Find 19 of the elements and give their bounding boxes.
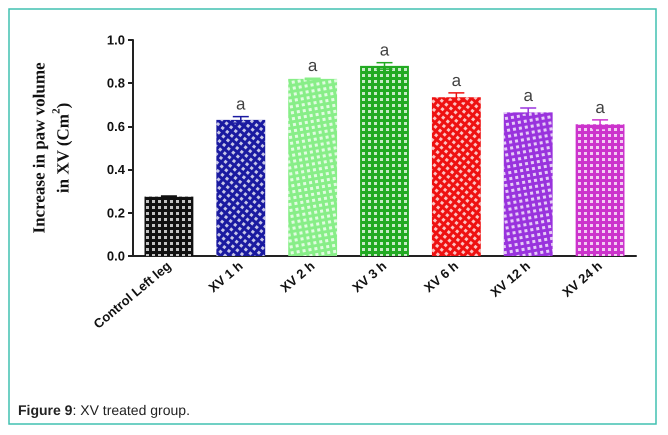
x-tick-label: XV 12 h (487, 258, 534, 300)
annotation: a (595, 98, 606, 117)
y-tick-label: 0.8 (106, 76, 125, 91)
annotation: a (236, 94, 246, 114)
x-tick-label: XV 6 h (421, 258, 462, 296)
annotation: a (380, 40, 390, 60)
y-tick-label: 1.0 (106, 32, 125, 48)
x-tick-label: XV 3 h (349, 258, 390, 296)
y-tick-label: 0.2 (106, 205, 125, 220)
x-tick-label: XV 24 h (559, 258, 605, 300)
y-tick-label: 0.6 (106, 118, 125, 134)
annotation: a (452, 70, 462, 90)
x-tick-label: XV 2 h (277, 258, 318, 296)
caption: Figure 9: XV treated group. (18, 402, 190, 418)
y-tick-label: 0.0 (106, 248, 125, 264)
y-tick-label: 0.4 (106, 162, 126, 178)
annotation: a (523, 86, 534, 106)
x-tick-label: XV 1 h (206, 258, 246, 296)
annotation: a (308, 56, 318, 76)
